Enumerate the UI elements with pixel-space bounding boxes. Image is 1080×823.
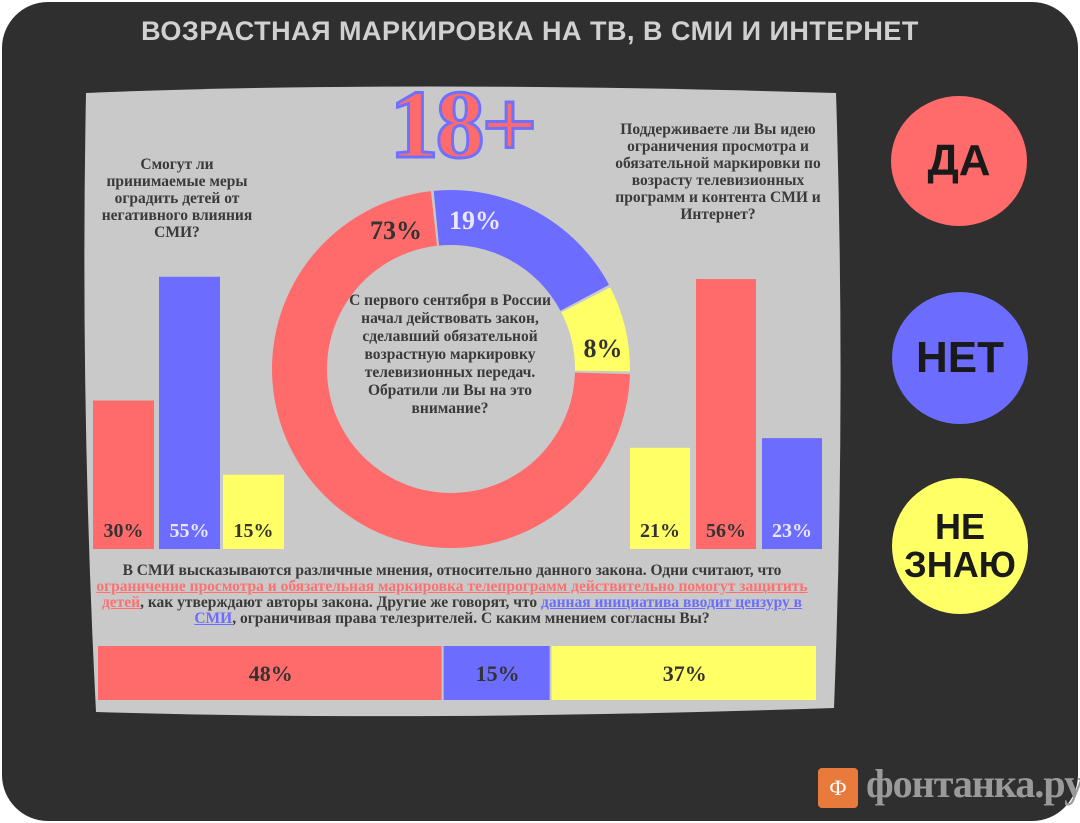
question-left: Смогут ли принимаемые меры оградить дете… (101, 156, 253, 241)
right-bar-0 (630, 447, 690, 549)
right-bar-chart: 21% 56% 23% (630, 279, 822, 549)
donut-slice-1 (433, 190, 609, 311)
left-bar-label-2: 15% (234, 520, 274, 542)
left-bar-2 (223, 474, 284, 549)
left-bar-0 (93, 400, 154, 549)
page-title: ВОЗРАСТНАЯ МАРКИРОВКА НА ТВ, В СМИ И ИНТ… (141, 16, 919, 46)
stacked-bar-label-0: 48% (249, 661, 293, 686)
left-bar-chart: 30% 55% 15% (93, 276, 284, 549)
source-label: фонтанка.ру (866, 761, 1080, 806)
right-bar-label-2: 23% (772, 520, 812, 542)
stacked-bar-segment-2 (551, 646, 816, 700)
right-bar-label-0: 21% (640, 520, 680, 542)
source-logo-icon: Ф (818, 768, 858, 808)
question-bottom: В СМИ высказываются различные мнения, от… (92, 563, 812, 627)
donut-chart: 73% 19% 8% (271, 190, 630, 548)
legend-yes: ДА (891, 96, 1027, 226)
question-bottom-part2: , как утверждают авторы закона. Другие ж… (140, 594, 542, 611)
left-bar-label-1: 55% (170, 520, 210, 542)
age-rating-badge: 18+ (388, 70, 539, 181)
donut-slice-0 (271, 191, 630, 548)
left-bar-1 (159, 276, 220, 549)
question-bottom-part3: , ограничивая права телезрителей. С каки… (232, 610, 710, 627)
stacked-bar-chart: 48% 15% 37% (98, 646, 816, 700)
right-bar-label-1: 56% (706, 520, 746, 542)
right-bar-1 (696, 279, 756, 549)
donut-label-0: 73% (370, 216, 422, 245)
question-bottom-part1: В СМИ высказываются различные мнения, от… (122, 562, 782, 579)
right-bar-2 (762, 438, 822, 549)
question-right: Поддерживаете ли Вы идею ограничения про… (615, 121, 821, 223)
question-center: С первого сентября в России начал действ… (349, 292, 551, 417)
donut-label-2: 8% (584, 334, 623, 363)
donut-label-1: 19% (449, 206, 501, 235)
stacked-bar-segment-0 (98, 646, 442, 700)
question-bottom-highlight-no: данная инициатива вводит цензуру в СМИ (194, 594, 803, 627)
screen-background (84, 86, 841, 717)
stacked-bar-segment-1 (443, 646, 550, 700)
legend-no: НЕТ (892, 292, 1028, 424)
question-bottom-highlight-yes: ограничение просмотра и обязательная мар… (96, 578, 808, 611)
stacked-bar-label-2: 37% (663, 661, 707, 686)
left-bar-label-0: 30% (104, 520, 144, 542)
donut-slice-2 (561, 287, 630, 372)
stacked-bar-label-1: 15% (476, 661, 520, 686)
legend-dont-know: НЕ ЗНАЮ (892, 478, 1028, 614)
